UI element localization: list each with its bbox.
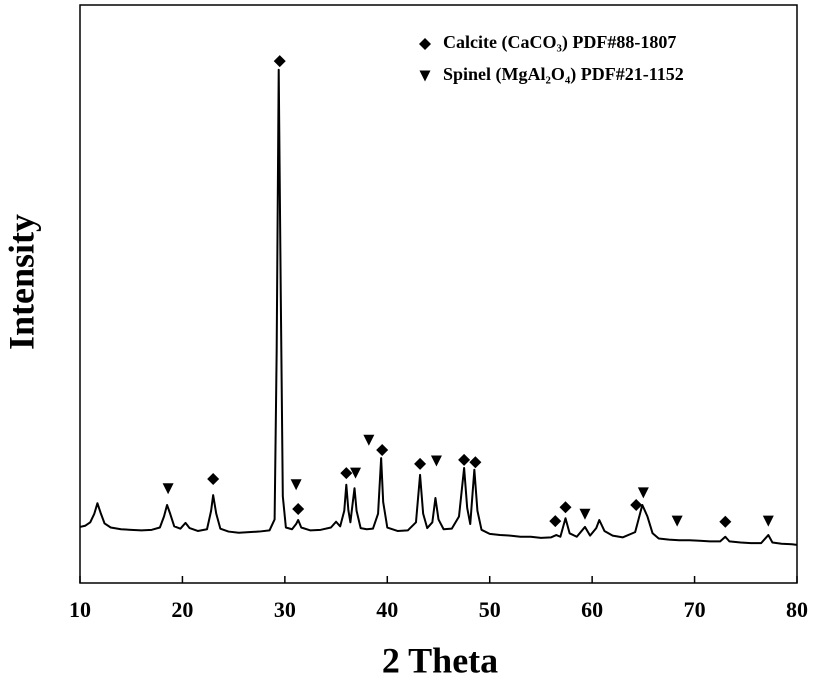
peak-marker — [671, 515, 683, 527]
xrd-pattern — [79, 68, 798, 546]
peak-marker — [458, 453, 471, 466]
legend-symbol — [419, 38, 431, 50]
x-axis-label: 2 Theta — [382, 640, 498, 680]
peak-marker — [340, 467, 353, 480]
x-tick-label: 40 — [376, 597, 398, 622]
peak-marker — [414, 457, 427, 470]
peak-marker — [290, 479, 302, 491]
peak-marker — [549, 515, 562, 528]
legend-label: Spinel (MgAl₂O₄) PDF#21-1152 — [443, 64, 684, 85]
peak-marker — [376, 444, 389, 457]
legend-label: Calcite (CaCO₃) PDF#88-1807 — [443, 32, 676, 53]
peak-marker — [350, 467, 362, 479]
x-tick-label: 50 — [479, 597, 501, 622]
peak-marker — [207, 472, 220, 485]
x-tick-label: 80 — [786, 597, 808, 622]
peak-marker — [469, 456, 482, 469]
peak-marker — [162, 483, 174, 495]
peak-marker — [630, 498, 643, 511]
peak-marker — [579, 508, 591, 520]
x-tick-label: 10 — [69, 597, 91, 622]
x-tick-label: 20 — [171, 597, 193, 622]
peak-marker — [762, 515, 774, 527]
x-tick-label: 30 — [274, 597, 296, 622]
peak-marker — [559, 501, 572, 514]
plot-frame — [79, 4, 798, 584]
peak-marker — [719, 515, 732, 528]
peak-marker — [637, 487, 649, 499]
peak-marker — [292, 503, 305, 516]
y-axis-label: Intensity — [1, 214, 41, 350]
peak-marker — [273, 55, 286, 68]
peak-marker — [363, 434, 375, 446]
x-tick-label: 60 — [581, 597, 603, 622]
x-tick-label: 70 — [684, 597, 706, 622]
legend-symbol — [419, 70, 431, 82]
peak-marker — [430, 455, 442, 467]
